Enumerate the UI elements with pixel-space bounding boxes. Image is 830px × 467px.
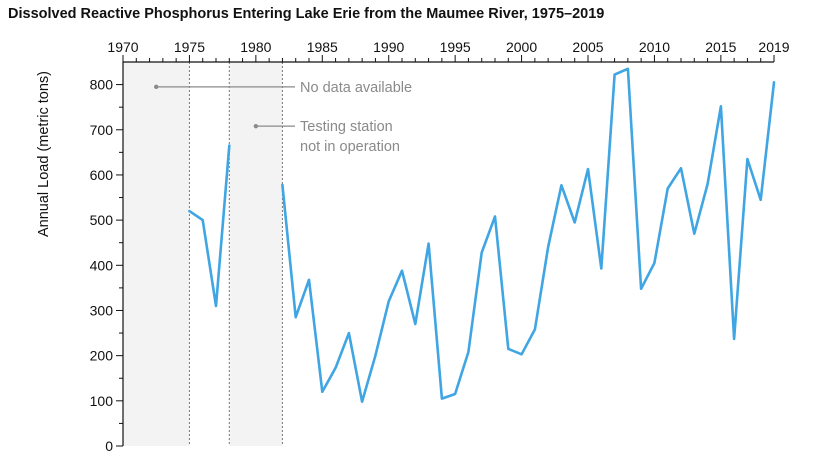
x-tick-label: 2005 — [572, 39, 603, 55]
y-axis-ticks: 0 100 200 300 400 500 600 700 800 — [90, 77, 123, 454]
y-tick-label: 800 — [90, 77, 114, 93]
x-tick-label: 1985 — [307, 39, 338, 55]
chart-title: Dissolved Reactive Phosphorus Entering L… — [8, 6, 605, 22]
x-tick-label: 2015 — [705, 39, 736, 55]
annotation-text: Testing station — [300, 119, 393, 135]
x-tick-label: 1995 — [440, 39, 471, 55]
x-tick-label: 1970 — [107, 39, 138, 55]
y-tick-label: 600 — [90, 167, 114, 183]
x-tick-label: 2010 — [639, 39, 670, 55]
shaded-region — [123, 62, 190, 446]
y-tick-label: 700 — [90, 122, 114, 138]
x-tick-label: 1980 — [240, 39, 271, 55]
x-tick-label: 1990 — [373, 39, 404, 55]
y-tick-label: 500 — [90, 212, 114, 228]
annotations: No data available Testing station not in o… — [154, 80, 412, 155]
annotation-text: No data available — [300, 80, 412, 96]
annotation-text: not in operation — [300, 139, 400, 155]
y-tick-label: 200 — [90, 348, 114, 364]
shaded-region — [229, 62, 283, 446]
axes — [122, 61, 774, 446]
data-line-segment — [188, 144, 231, 308]
data-line-segment — [281, 67, 776, 404]
y-axis-title: Annual Load (metric tons) — [36, 71, 52, 237]
shaded-regions — [122, 62, 283, 446]
y-tick-label: 400 — [90, 257, 114, 273]
data-lines — [188, 67, 776, 404]
x-tick-label: 1975 — [174, 39, 205, 55]
y-tick-label: 0 — [105, 438, 113, 454]
x-tick-label: 2019 — [758, 39, 789, 55]
x-axis-ticks: 1970 1975 1980 1985 1990 1995 2000 2005 2010 2015… — [107, 39, 790, 62]
y-tick-label: 100 — [90, 393, 114, 409]
x-tick-label: 2000 — [506, 39, 537, 55]
y-tick-label: 300 — [90, 302, 114, 318]
